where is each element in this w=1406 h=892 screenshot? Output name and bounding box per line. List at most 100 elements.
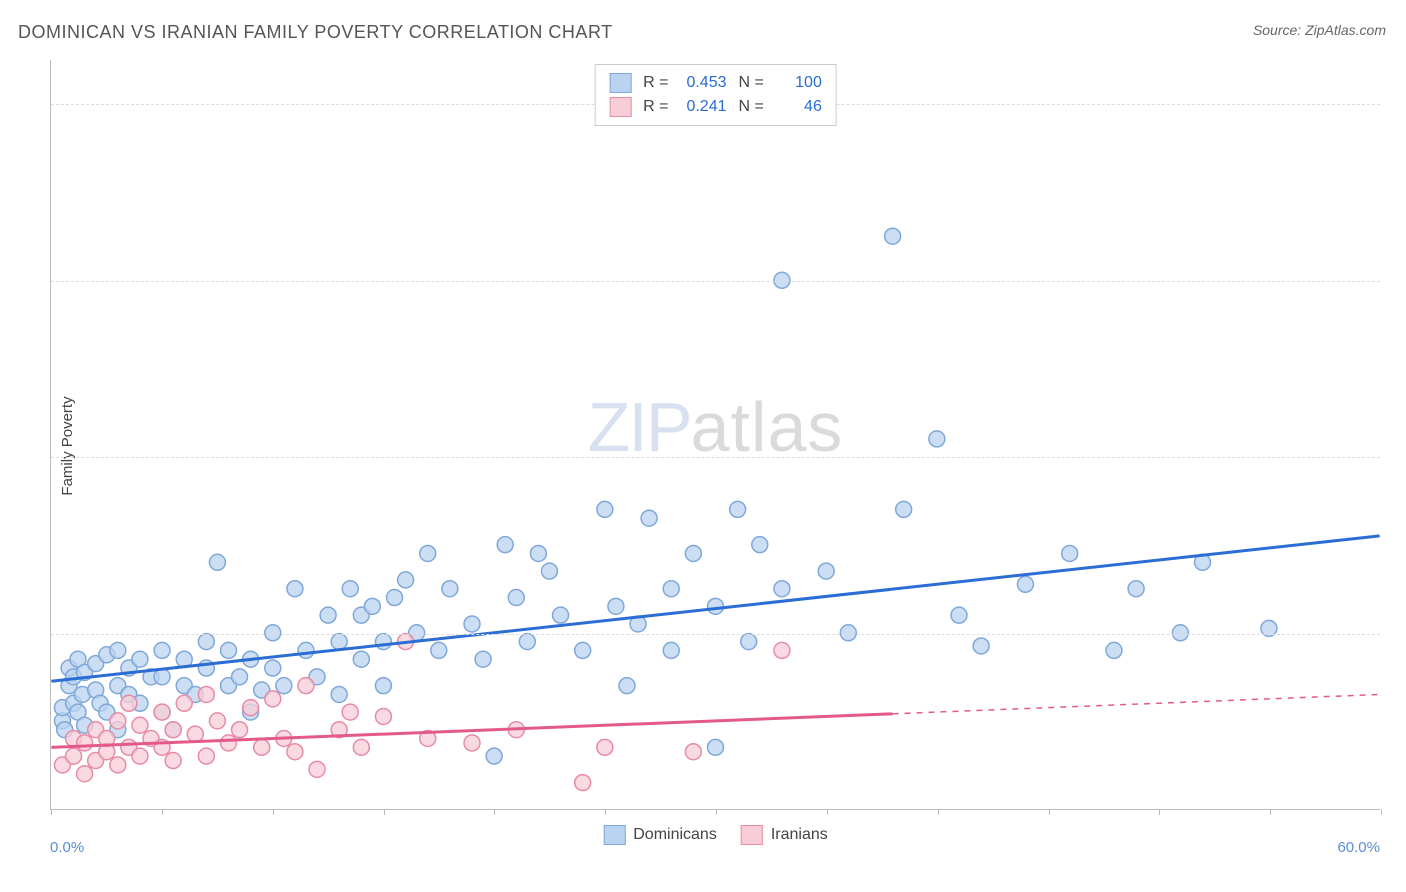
plot-area: ZIPatlas R = 0.453 N = 100 R = 0.241 N =… (50, 60, 1380, 810)
data-point (541, 563, 557, 579)
data-point (420, 545, 436, 561)
r-value-dominicans: 0.453 (677, 74, 727, 92)
data-point (752, 537, 768, 553)
data-point (685, 744, 701, 760)
data-point (774, 581, 790, 597)
data-point (730, 501, 746, 517)
data-point (110, 642, 126, 658)
data-point (486, 748, 502, 764)
data-point (530, 545, 546, 561)
data-point (641, 510, 657, 526)
n-value-dominicans: 100 (772, 74, 822, 92)
x-tick-mark (51, 809, 52, 815)
legend-label-dominicans: Dominicans (633, 826, 717, 844)
data-point (110, 713, 126, 729)
data-point (232, 722, 248, 738)
data-point (708, 739, 724, 755)
data-point (387, 590, 403, 606)
data-point (1128, 581, 1144, 597)
data-point (519, 634, 535, 650)
plot-svg (51, 60, 1380, 809)
legend-item-iranians: Iranians (741, 825, 828, 845)
chart-title: DOMINICAN VS IRANIAN FAMILY POVERTY CORR… (18, 22, 613, 43)
source-value: ZipAtlas.com (1305, 22, 1386, 38)
data-point (220, 735, 236, 751)
y-tick-label: 20.0% (1390, 625, 1406, 642)
x-tick-mark (605, 809, 606, 815)
gridline (51, 634, 1380, 635)
n-value-iranians: 46 (772, 98, 822, 116)
x-right-label: 60.0% (1337, 839, 1380, 856)
x-tick-mark (273, 809, 274, 815)
data-point (298, 642, 314, 658)
data-point (973, 638, 989, 654)
legend-label-iranians: Iranians (771, 826, 828, 844)
data-point (132, 651, 148, 667)
data-point (597, 501, 613, 517)
data-point (1017, 576, 1033, 592)
data-point (475, 651, 491, 667)
data-point (176, 695, 192, 711)
x-tick-mark (1381, 809, 1382, 815)
x-tick-mark (716, 809, 717, 815)
swatch-dominicans (609, 73, 631, 93)
data-point (497, 537, 513, 553)
n-label: N = (739, 74, 764, 92)
data-point (375, 634, 391, 650)
legend-stats-box: R = 0.453 N = 100 R = 0.241 N = 46 (594, 64, 837, 126)
y-tick-label: 60.0% (1390, 272, 1406, 289)
data-point (331, 634, 347, 650)
data-point (375, 708, 391, 724)
data-point (553, 607, 569, 623)
legend-series: Dominicans Iranians (603, 825, 828, 845)
data-point (375, 678, 391, 694)
data-point (929, 431, 945, 447)
data-point (298, 678, 314, 694)
data-point (121, 695, 137, 711)
data-point (575, 642, 591, 658)
data-point (243, 700, 259, 716)
data-point (309, 761, 325, 777)
data-point (353, 651, 369, 667)
data-point (209, 713, 225, 729)
r-value-iranians: 0.241 (677, 98, 727, 116)
data-point (287, 581, 303, 597)
data-point (464, 735, 480, 751)
data-point (353, 739, 369, 755)
x-tick-mark (827, 809, 828, 815)
data-point (508, 590, 524, 606)
gridline (51, 457, 1380, 458)
y-tick-label: 80.0% (1390, 96, 1406, 113)
data-point (331, 686, 347, 702)
legend-stats-row: R = 0.453 N = 100 (609, 71, 822, 95)
data-point (663, 642, 679, 658)
r-label: R = (643, 98, 668, 116)
chart-container: DOMINICAN VS IRANIAN FAMILY POVERTY CORR… (0, 0, 1406, 892)
data-point (951, 607, 967, 623)
data-point (198, 748, 214, 764)
r-label: R = (643, 74, 668, 92)
data-point (896, 501, 912, 517)
gridline (51, 281, 1380, 282)
data-point (1106, 642, 1122, 658)
legend-item-dominicans: Dominicans (603, 825, 717, 845)
data-point (774, 642, 790, 658)
data-point (608, 598, 624, 614)
data-point (265, 691, 281, 707)
data-point (165, 722, 181, 738)
swatch-dominicans (603, 825, 625, 845)
data-point (265, 660, 281, 676)
y-tick-label: 40.0% (1390, 449, 1406, 466)
swatch-iranians (609, 97, 631, 117)
data-point (132, 748, 148, 764)
source-label: Source: (1253, 22, 1301, 38)
data-point (198, 634, 214, 650)
data-point (254, 739, 270, 755)
data-point (398, 572, 414, 588)
data-point (220, 642, 236, 658)
data-point (431, 642, 447, 658)
data-point (464, 616, 480, 632)
swatch-iranians (741, 825, 763, 845)
data-point (154, 704, 170, 720)
x-tick-mark (938, 809, 939, 815)
